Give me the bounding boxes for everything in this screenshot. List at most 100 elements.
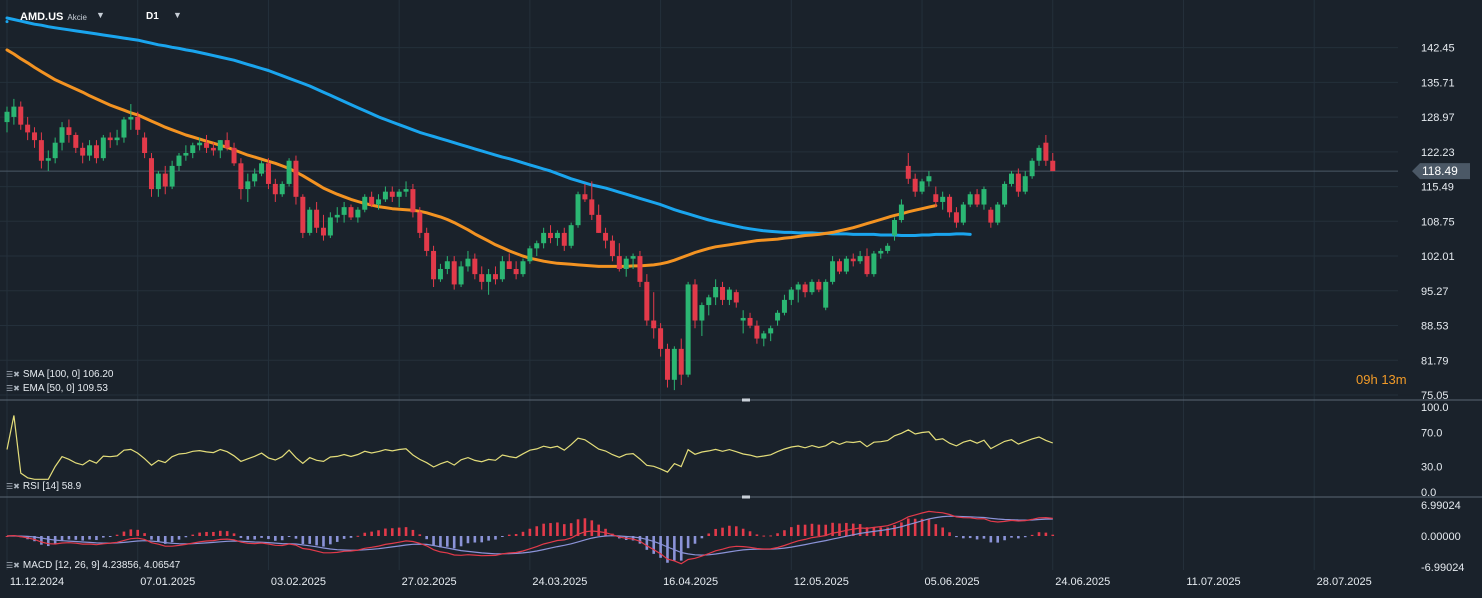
candle-body xyxy=(272,183,278,195)
price-tick-label: 108.75 xyxy=(1421,216,1455,228)
candle xyxy=(410,183,416,218)
candle-body xyxy=(499,261,505,280)
sma-legend[interactable]: ☰✖ SMA [100, 0] 106.20 xyxy=(6,369,114,380)
candle xyxy=(713,279,719,306)
candle xyxy=(451,256,457,290)
macd-histogram-bar xyxy=(1017,536,1020,539)
candle xyxy=(210,142,216,156)
candle xyxy=(252,168,258,187)
candle xyxy=(905,153,911,184)
macd-histogram-bar xyxy=(81,536,84,541)
candle-body xyxy=(286,160,292,184)
candle-body xyxy=(80,147,86,156)
candle-body xyxy=(293,160,299,197)
candle-body xyxy=(692,284,698,321)
candle xyxy=(45,150,51,172)
candle-body xyxy=(52,142,58,159)
rsi-tick-label: 0.0 xyxy=(1421,487,1436,499)
timeframe-dropdown-icon[interactable]: ▼ xyxy=(173,10,182,20)
candle-body xyxy=(307,209,313,233)
price-tick-label: 122.23 xyxy=(1421,147,1455,159)
macd-histogram-bar xyxy=(845,522,848,536)
macd-tick-label: 0.00000 xyxy=(1421,531,1461,543)
candle xyxy=(892,217,898,241)
candle xyxy=(802,281,808,298)
macd-histogram-bar xyxy=(218,530,222,536)
timeframe-selector[interactable]: D1 xyxy=(146,11,159,22)
candle-body xyxy=(582,194,588,200)
candle-body xyxy=(382,191,388,200)
candle-body xyxy=(603,232,609,241)
settings-icon[interactable]: ☰✖ xyxy=(6,561,20,570)
candle xyxy=(403,181,409,197)
candle xyxy=(293,155,299,205)
candle-body xyxy=(788,289,794,300)
candle xyxy=(864,248,870,277)
macd-histogram-bar xyxy=(631,536,635,541)
macd-histogram-bar xyxy=(941,527,944,536)
candle xyxy=(437,263,443,282)
macd-histogram-bar xyxy=(473,536,477,543)
macd-histogram-bar xyxy=(810,523,814,536)
candle xyxy=(795,281,801,303)
candle xyxy=(389,186,395,202)
macd-histogram-bar xyxy=(666,536,669,563)
macd-histogram-bar xyxy=(95,536,98,541)
candle-body xyxy=(905,165,911,179)
countdown-m-unit: m xyxy=(1395,372,1407,387)
candle-body xyxy=(658,328,664,349)
candle-body xyxy=(155,173,161,190)
settings-icon[interactable]: ☰✖ xyxy=(6,482,20,491)
macd-histogram-bar xyxy=(487,536,490,541)
settings-icon[interactable]: ☰✖ xyxy=(6,370,20,379)
candle xyxy=(259,160,265,177)
symbol-selector[interactable]: AMD.US Akcie xyxy=(20,11,87,23)
candle-body xyxy=(417,212,423,233)
candle-body xyxy=(11,106,17,117)
candle xyxy=(940,191,946,210)
symbol-dropdown-icon[interactable]: ▼ xyxy=(96,10,105,20)
macd-histogram-bar xyxy=(693,536,697,544)
date-tick-label: 05.06.2025 xyxy=(925,576,980,588)
macd-histogram-bar xyxy=(88,536,91,540)
candle-body xyxy=(252,173,258,182)
settings-icon[interactable]: ☰✖ xyxy=(6,384,20,393)
candle-body xyxy=(59,127,65,143)
candle xyxy=(87,140,93,161)
candle xyxy=(417,207,423,239)
candle xyxy=(843,256,849,275)
candle-body xyxy=(238,163,244,190)
candle-body xyxy=(953,212,959,223)
macd-histogram-bar xyxy=(569,523,573,536)
macd-histogram-bar xyxy=(315,536,318,546)
macd-histogram-bar xyxy=(927,519,931,536)
candle-body xyxy=(761,333,767,339)
candle xyxy=(279,181,285,197)
macd-histogram-bar xyxy=(501,536,504,537)
candle xyxy=(981,186,987,210)
macd-histogram-bar xyxy=(136,529,140,536)
candle xyxy=(603,227,609,249)
candle-body xyxy=(561,232,567,246)
macd-histogram-bar xyxy=(157,536,160,542)
candle xyxy=(369,191,375,208)
candle-body xyxy=(38,140,44,161)
macd-legend[interactable]: ☰✖ MACD [12, 26, 9] 4.23856, 4.06547 xyxy=(6,560,180,571)
macd-histogram-bar xyxy=(556,522,559,536)
macd-histogram-bar xyxy=(913,518,917,536)
rsi-legend[interactable]: ☰✖ RSI [14] 58.9 xyxy=(6,481,81,492)
macd-histogram-bar xyxy=(246,536,250,540)
macd-histogram-bar xyxy=(521,531,525,536)
candle xyxy=(664,343,670,388)
candle-body xyxy=(265,163,271,184)
macd-histogram-bar xyxy=(1051,534,1055,536)
ema-legend[interactable]: ☰✖ EMA [50, 0] 109.53 xyxy=(6,383,108,394)
candle xyxy=(720,281,726,306)
countdown-minutes: 13 xyxy=(1381,372,1396,387)
panel-resize-handle xyxy=(742,398,750,402)
candle-body xyxy=(616,256,622,269)
asset-type: Akcie xyxy=(67,13,87,22)
macd-histogram-bar xyxy=(33,536,36,542)
macd-histogram-bar xyxy=(184,536,188,538)
